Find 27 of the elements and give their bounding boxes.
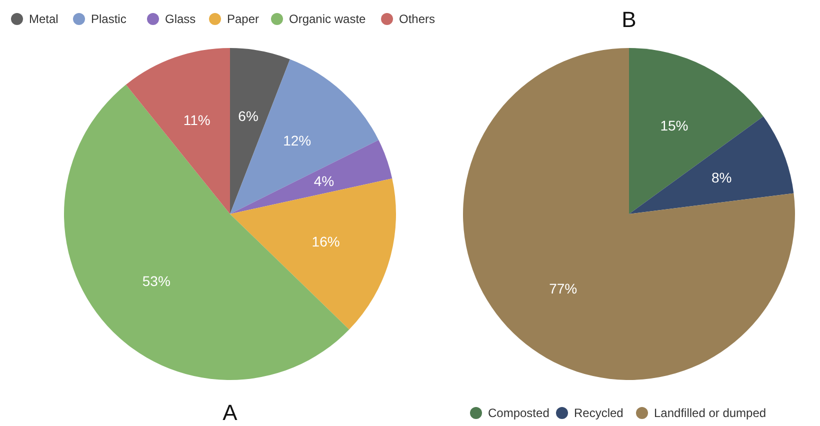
data-label: 4%: [314, 172, 334, 189]
data-label: 8%: [711, 169, 732, 186]
data-label: 77%: [549, 280, 578, 297]
legend-label: Others: [399, 12, 436, 26]
legend-label: Metal: [29, 12, 58, 26]
data-label: 6%: [238, 108, 258, 124]
legend-label: Landfilled or dumped: [654, 406, 766, 420]
legend-label: Paper: [227, 12, 260, 26]
pie-slice: [463, 48, 795, 380]
pie-slice: [629, 116, 794, 214]
chart-title: B: [622, 7, 636, 32]
legend-label: Organic waste: [289, 12, 366, 26]
legend-label: Composted: [488, 406, 550, 420]
pie-slice: [230, 59, 379, 214]
legend-label: Glass: [165, 12, 196, 26]
pie-slice: [230, 178, 396, 330]
data-label: 16%: [312, 233, 340, 250]
pie-slice: [629, 48, 764, 214]
legend-label: Plastic: [91, 12, 126, 26]
legend-label: Recycled: [574, 406, 624, 420]
data-label: 15%: [660, 117, 688, 134]
pie-slice: [126, 48, 230, 214]
pie-slice: [64, 84, 350, 380]
data-label: 12%: [283, 132, 312, 148]
data-label: 11%: [183, 112, 210, 128]
text: A: [222, 400, 238, 425]
data-label: 53%: [142, 273, 170, 290]
